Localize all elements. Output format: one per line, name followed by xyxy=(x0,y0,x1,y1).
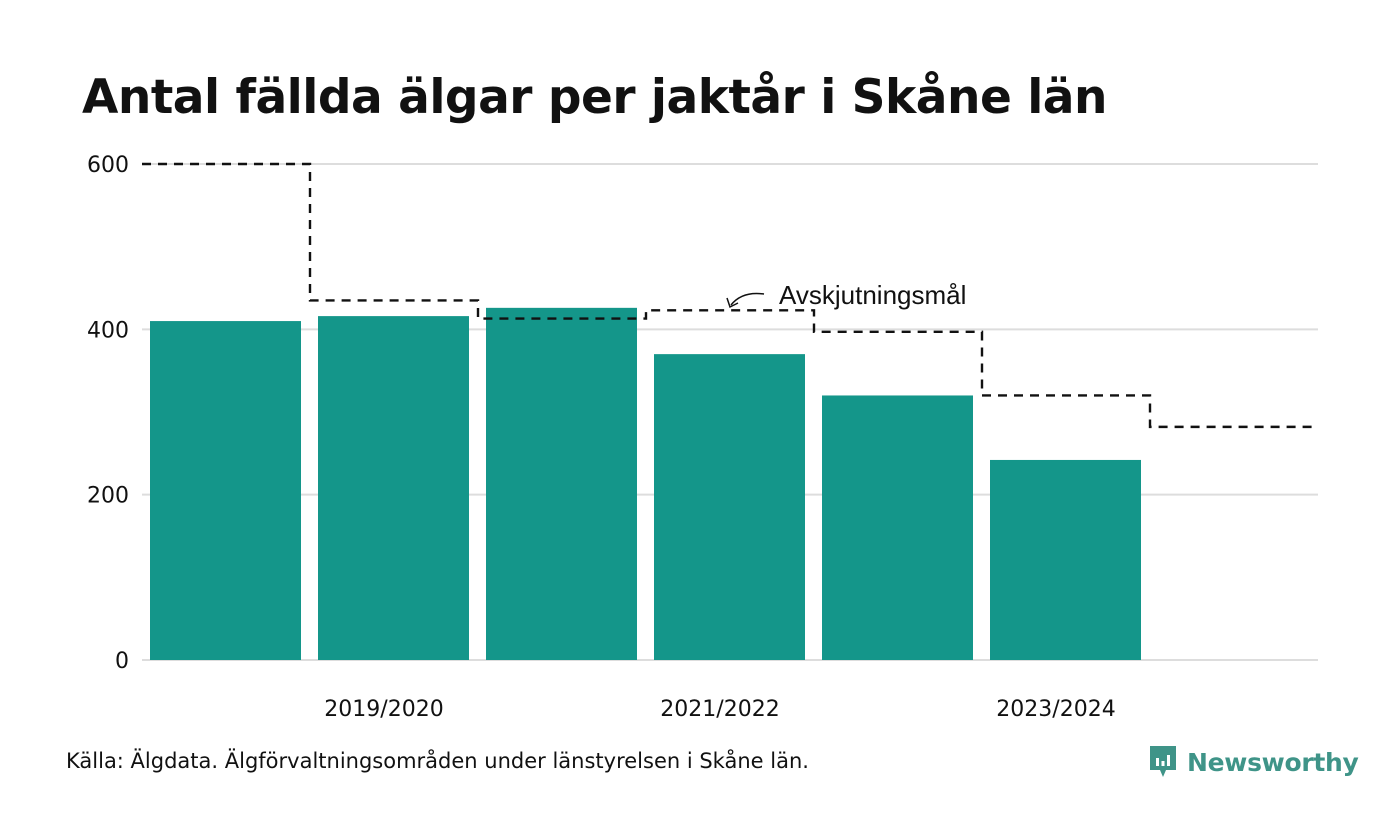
bar xyxy=(822,395,973,660)
y-tick-label: 200 xyxy=(87,484,129,509)
y-tick-label: 0 xyxy=(115,649,129,674)
source-note: Källa: Älgdata. Älgförvaltningsområden u… xyxy=(66,749,809,773)
bar xyxy=(318,316,469,660)
bar xyxy=(654,354,805,660)
x-tick-label: 2019/2020 xyxy=(324,697,443,722)
bar xyxy=(486,307,637,660)
bar xyxy=(990,459,1141,660)
brand-name: Newsworthy xyxy=(1187,747,1359,777)
x-tick-label: 2023/2024 xyxy=(996,697,1115,722)
y-tick-label: 400 xyxy=(87,318,129,343)
annotation-arrowhead xyxy=(726,297,739,309)
annotation-arrow xyxy=(730,292,765,306)
chart-title: Antal fällda älgar per jaktår i Skåne lä… xyxy=(82,70,1107,125)
newsworthy-logo-icon xyxy=(1150,746,1176,777)
brand-logo: Newsworthy xyxy=(1148,744,1359,780)
y-axis: 0 200 400 600 xyxy=(87,153,129,674)
x-axis: 2019/2020 2021/2022 2023/2024 xyxy=(324,697,1115,722)
bars xyxy=(150,307,1141,660)
annotation: Avskjutningsmål xyxy=(726,280,966,310)
x-tick-label: 2021/2022 xyxy=(660,697,779,722)
y-tick-label: 600 xyxy=(87,153,129,178)
bar xyxy=(150,321,301,660)
target-line-label: Avskjutningsmål xyxy=(779,280,966,310)
